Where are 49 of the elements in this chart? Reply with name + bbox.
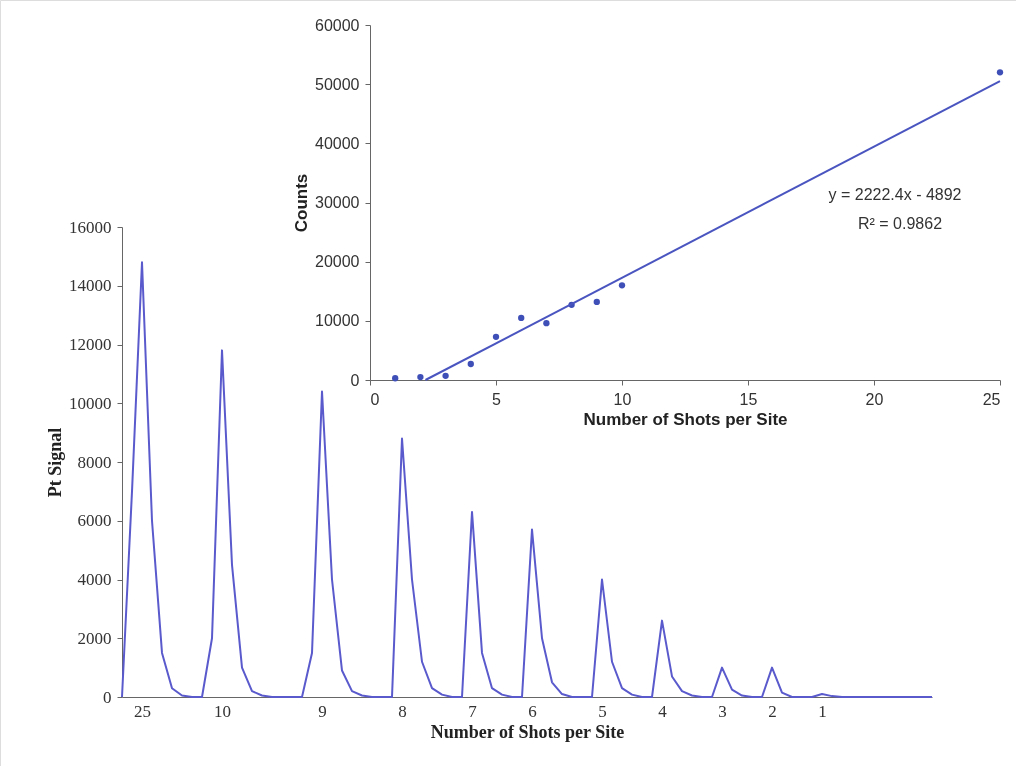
x-tick-label: 5: [598, 701, 607, 721]
y-tick-label: 0: [103, 687, 112, 707]
x-axis-title: Number of Shots per Site: [583, 409, 788, 429]
y-tick-label: 8000: [77, 452, 112, 472]
y-tick-label: 20000: [315, 253, 360, 271]
y-tick-label: 12000: [69, 335, 112, 354]
y-tick-label: 10000: [315, 312, 360, 330]
point: [417, 373, 424, 381]
point: [467, 360, 474, 368]
x-tick-label: 2: [768, 701, 777, 721]
x-tick-label: 5: [492, 390, 502, 408]
point: [492, 333, 500, 340]
x-tick-label: 7: [468, 701, 478, 721]
y-tick-label: 60000: [315, 16, 360, 34]
point: [996, 69, 1004, 76]
point: [593, 298, 600, 306]
annotation: y = 2222.4x - 4892: [828, 186, 962, 203]
point: [392, 375, 399, 382]
point: [518, 314, 525, 322]
point: [618, 282, 626, 289]
point: [442, 372, 449, 380]
x-tick-label: 9: [318, 701, 327, 721]
x-tick-label: 10: [613, 390, 632, 408]
y-tick-label: 0: [350, 371, 360, 389]
y-tick-label: 40000: [315, 134, 360, 152]
point: [543, 320, 550, 327]
y-tick-label: 16000: [69, 217, 112, 237]
y-tick-label: 2000: [77, 628, 112, 648]
y-tick-label: 6000: [77, 511, 112, 531]
x-tick-label: 6: [528, 701, 537, 721]
y-tick-label: 10000: [69, 393, 112, 413]
x-axis-title: Number of Shots per Site: [430, 721, 625, 742]
annotation: R² = 0.9862: [857, 215, 943, 232]
y-tick-label: 4000: [77, 570, 112, 589]
x-tick-label: 10: [214, 701, 231, 721]
x-tick-label: 1: [818, 701, 827, 721]
y-tick-label: 50000: [315, 75, 360, 93]
y-tick-label: 30000: [315, 194, 360, 211]
x-tick-label: 3: [718, 701, 727, 721]
x-tick-label: 0: [370, 390, 380, 408]
x-tick-label: 20: [865, 390, 884, 408]
x-tick-label: 15: [739, 390, 758, 408]
x-tick-label: 4: [658, 701, 668, 721]
x-tick-label: 8: [398, 701, 407, 721]
y-tick-label: 14000: [69, 276, 112, 296]
y-axis-title: Counts: [292, 173, 312, 233]
x-tick-label: 25: [982, 390, 1001, 408]
y-axis-title: Pt Signal: [45, 427, 65, 498]
x-tick-label: 25: [134, 701, 151, 721]
